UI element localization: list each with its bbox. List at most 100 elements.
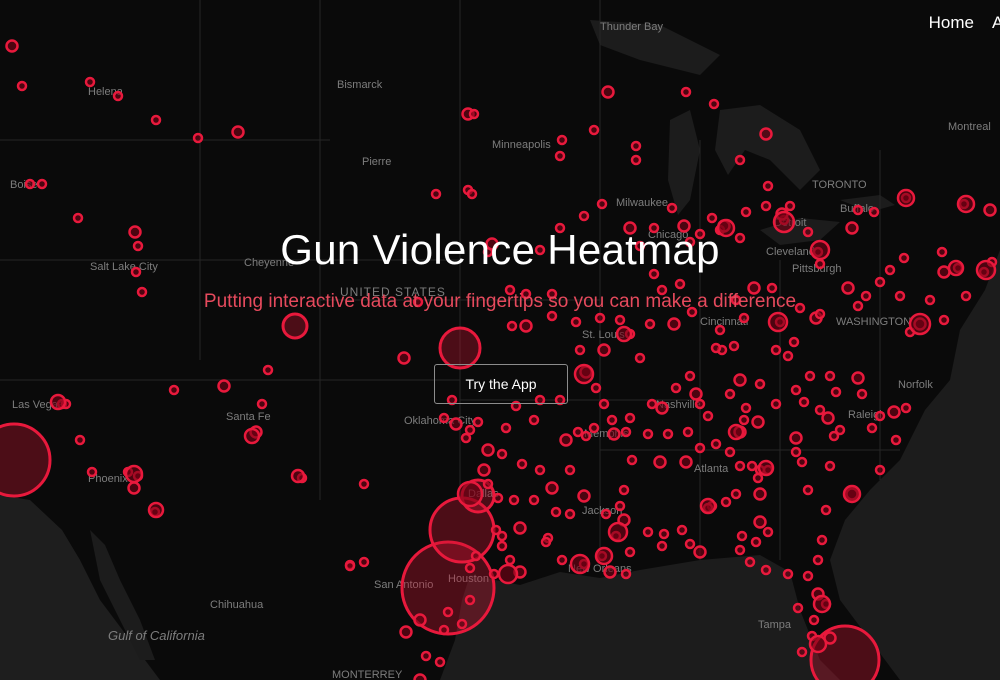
incident-marker (516, 458, 528, 470)
incident-marker (577, 489, 591, 503)
incident-marker (290, 468, 306, 484)
incident-marker (655, 401, 669, 415)
incident-marker (710, 342, 722, 354)
incident-marker (472, 416, 484, 428)
incident-marker (947, 259, 965, 277)
incident-marker (834, 424, 846, 436)
incident-marker (24, 178, 36, 190)
incident-marker (648, 222, 660, 234)
incident-marker (820, 504, 832, 516)
map-place-labels: Thunder BayHelenaBismarckMontrealMinneap… (10, 21, 991, 680)
incident-marker (809, 239, 831, 261)
incident-marker (802, 484, 814, 496)
incident-marker (757, 459, 775, 477)
incident-marker (770, 344, 782, 356)
incident-marker (74, 434, 86, 446)
incident-marker (788, 336, 800, 348)
incident-marker (256, 398, 268, 410)
incident-marker (841, 281, 855, 295)
incident-marker (727, 423, 745, 441)
incident-marker (449, 417, 463, 431)
map-label: Tampa (758, 619, 792, 631)
incident-marker (601, 85, 615, 99)
incident-marker (733, 373, 747, 387)
incident-marker (127, 481, 141, 495)
map-label: Minneapolis (492, 139, 551, 151)
map-label: Norfolk (898, 379, 933, 391)
incident-marker (734, 544, 746, 556)
incident-marker (798, 396, 810, 408)
incident-marker (716, 218, 736, 238)
incident-marker (485, 237, 499, 251)
incident-marker (540, 536, 552, 548)
incident-marker (504, 554, 516, 566)
nav-home-link[interactable]: Home (928, 13, 974, 32)
incident-marker (630, 140, 642, 152)
incident-marker (830, 386, 842, 398)
incident-marker (510, 400, 522, 412)
incident-marker (828, 430, 840, 442)
incident-marker (753, 515, 767, 529)
incident-marker (614, 314, 626, 326)
incident-marker (496, 540, 508, 552)
incident-marker (908, 312, 932, 336)
incident-marker (556, 134, 568, 146)
incident-marker (894, 290, 906, 302)
incident-marker (130, 266, 142, 278)
incident-marker (49, 393, 67, 411)
incident-marker (168, 384, 180, 396)
incident-marker (618, 484, 630, 496)
incident-marker (666, 202, 678, 214)
incident-marker (720, 496, 732, 508)
incident-marker (975, 259, 997, 281)
incident-marker (36, 178, 48, 190)
incident-marker (812, 594, 832, 614)
incident-marker (588, 422, 600, 434)
incident-marker (670, 382, 682, 394)
incident-marker (792, 602, 804, 614)
incident-marker (896, 188, 916, 208)
incident-marker (684, 538, 696, 550)
incident-marker (603, 565, 617, 579)
incident-marker (434, 656, 446, 668)
incident-marker (554, 394, 566, 406)
incident-marker (492, 492, 504, 504)
incident-marker (556, 554, 568, 566)
map-label: Pittsburgh (792, 263, 842, 275)
try-app-button[interactable]: Try the App (434, 364, 568, 404)
incident-marker (644, 318, 656, 330)
incident-marker (413, 673, 427, 680)
incident-marker (714, 324, 726, 336)
incident-marker (824, 370, 836, 382)
incident-marker (132, 240, 144, 252)
incident-marker (784, 200, 796, 212)
incident-marker (653, 455, 667, 469)
incident-marker (438, 412, 450, 424)
incident-marker (477, 463, 491, 477)
nav-next-link[interactable]: A (992, 13, 1000, 32)
incident-marker (464, 594, 476, 606)
incident-marker (468, 108, 480, 120)
incident-marker (564, 464, 576, 476)
incident-marker (884, 264, 896, 276)
incident-marker (500, 422, 512, 434)
incident-marker (874, 410, 886, 422)
map-label: Cincinnati (700, 316, 748, 328)
incident-marker (676, 524, 688, 536)
incident-marker (674, 278, 686, 290)
incident-marker (545, 481, 559, 495)
incident-marker (744, 556, 756, 568)
incident-marker (84, 76, 96, 88)
incident-marker (569, 553, 591, 575)
incident-marker (573, 363, 595, 385)
incident-marker (504, 284, 516, 296)
incident-marker (438, 624, 450, 636)
incident-marker (554, 222, 566, 234)
incident-marker (520, 288, 532, 300)
map-label: Thunder Bay (600, 21, 663, 33)
incident-marker (814, 308, 826, 320)
incident-marker (983, 203, 997, 217)
incident-marker (738, 414, 750, 426)
incident-marker (217, 379, 231, 393)
